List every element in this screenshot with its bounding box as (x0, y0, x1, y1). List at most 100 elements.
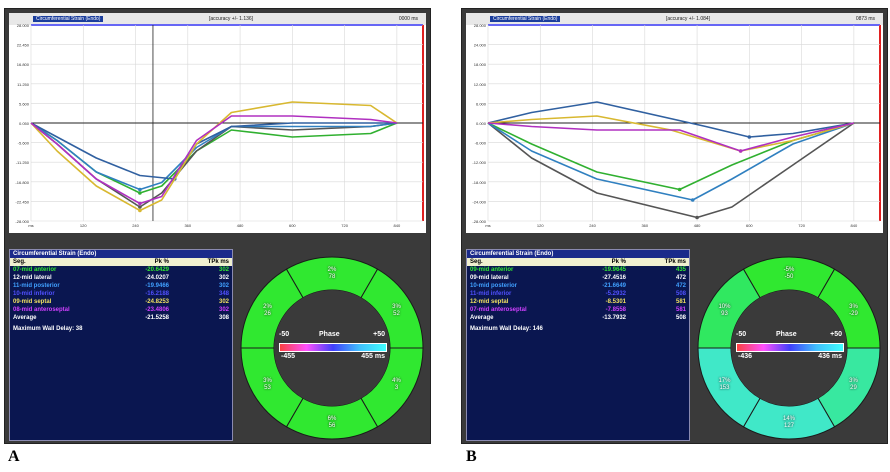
peak-strain: -24.8253 (145, 299, 169, 305)
y-tick-label: 6.000 (476, 101, 487, 106)
table-row: 10-mid inferior -16.2188 348 (10, 290, 232, 298)
peak-marker (690, 198, 695, 202)
peak-marker (677, 187, 682, 192)
table-row: 07-mid anteroseptal -7.8558 581 (467, 306, 689, 314)
y-tick-label: 11.250 (17, 82, 30, 87)
table-title: Circumferential Strain (Endo) (467, 250, 689, 258)
series-line (30, 122, 398, 194)
y-tick-label: 16.800 (17, 62, 30, 67)
y-tick-label: 0.050 (19, 121, 30, 126)
x-tick-label: ms (485, 223, 490, 228)
peak-marker (138, 191, 142, 195)
table-row: 09-mid septal -24.8253 302 (10, 298, 232, 306)
table-row: 10-mid posterior -21.6649 472 (467, 282, 689, 290)
peak-strain: -5.2932 (605, 291, 626, 297)
series-line (487, 101, 855, 138)
peak-strain: -19.9645 (602, 267, 626, 273)
phase-max: +50 (373, 331, 385, 338)
series-line (30, 115, 398, 205)
time-to-peak: 308 (218, 315, 229, 321)
col-seg: Seg. (470, 259, 483, 265)
peak-strain: -21.6649 (602, 283, 626, 289)
peak-marker (695, 215, 699, 220)
range-max: 436 ms (818, 353, 842, 360)
time-to-peak: 472 (675, 275, 686, 281)
y-tick-label: -24.000 (472, 199, 486, 204)
strain-chart: 28.000 24.000 18.000 12.000 6.000 0.000 -6.000… (466, 13, 883, 228)
x-tick-label: 480 (694, 223, 701, 228)
segment-ms: 29 (850, 385, 857, 392)
y-tick-label: -18.000 (472, 180, 486, 185)
table-row: 12-mid septal -8.5301 581 (467, 298, 689, 306)
segment-name: 11-mid posterior (13, 283, 60, 289)
table-row: 09-mid anterior -19.9645 435 (467, 266, 689, 274)
segment-name: 09-mid lateral (470, 275, 509, 281)
segment-label: 3% 52 (386, 304, 408, 318)
plot-accuracy: [accuracy +/- 1.084] (666, 16, 711, 22)
x-tick-label: 600 (289, 223, 296, 228)
segment-pct: 14% (782, 415, 795, 422)
peak-strain: -20.6429 (145, 267, 169, 273)
segment-pct: -5% (783, 266, 795, 273)
series-line (487, 122, 855, 219)
segment-label: 17% 153 (713, 378, 735, 392)
peak-marker (138, 187, 142, 192)
bullseye-map[interactable]: -5% -50 3% -29 3% 29 14% 127 17% 153 10% 93 -50 Pha… (696, 255, 882, 441)
table-row: 11-mid posterior -19.9466 302 (10, 282, 232, 290)
phase-colorbar (736, 343, 844, 352)
x-tick-label: 360 (641, 223, 648, 228)
plot-title: Circumferential Strain (Endo) (33, 16, 104, 22)
strain-plot[interactable]: 28.000 22.450 16.800 11.250 5.600 0.050 -5.600… (9, 13, 426, 233)
col-seg: Seg. (13, 259, 26, 265)
time-to-peak: 302 (218, 299, 229, 305)
segment-name: 12-mid lateral (13, 275, 52, 281)
col-tpk: TPk ms (664, 259, 686, 265)
time-to-peak: 348 (218, 291, 229, 297)
segment-label: 2% 26 (256, 304, 278, 318)
segment-name: 07-mid anterior (13, 267, 57, 273)
segment-label: 6% 56 (321, 416, 343, 430)
phase-min: -50 (736, 331, 747, 338)
segment-ms: -50 (784, 273, 794, 280)
peak-strain: -7.8558 (605, 307, 626, 313)
max-wall-delay: Maximum Wall Delay: 38 (13, 326, 83, 332)
time-to-peak: 581 (675, 299, 686, 305)
segment-name: 11-mid inferior (470, 291, 512, 297)
segment-label: 4% 3 (386, 378, 408, 392)
y-tick-label: -28.000 (472, 219, 486, 224)
segment-label: -5% -50 (778, 267, 800, 281)
y-tick-label: 28.000 (17, 23, 30, 28)
peak-marker (138, 208, 142, 213)
segment-name: 08-mid anteroseptal (13, 307, 70, 313)
x-tick-label: 240 (589, 223, 596, 228)
table-header: Seg. Pk % TPk ms (10, 258, 232, 266)
peak-marker (138, 201, 142, 206)
peak-marker (738, 149, 743, 153)
segment-name: Average (470, 315, 494, 321)
peak-strain: -21.5258 (145, 315, 169, 321)
x-tick-label: 240 (132, 223, 139, 228)
x-tick-label: 840 (394, 223, 401, 228)
segment-ms: 127 (783, 422, 794, 429)
segment-ms: 26 (264, 310, 271, 317)
segment-label: 14% 127 (778, 416, 800, 430)
strain-plot[interactable]: 28.000 24.000 18.000 12.000 6.000 0.000 -6.000… (466, 13, 883, 233)
time-to-peak: 581 (675, 307, 686, 313)
time-to-peak: 508 (675, 315, 686, 321)
plot-time: 0000 ms (398, 16, 418, 22)
plot-header-bar (9, 13, 426, 25)
table-title: Circumferential Strain (Endo) (10, 250, 232, 258)
series-line (487, 122, 855, 152)
table-row: Average -21.5258 308 (10, 314, 232, 322)
panel-a: 28.000 22.450 16.800 11.250 5.600 0.050 -5.600… (4, 8, 431, 444)
phase-min: -50 (279, 331, 290, 338)
bullseye-map[interactable]: 2% 78 3% 52 4% 3 6% 56 3% 53 2% 26 -50 Phase +50 -4… (239, 255, 425, 441)
segment-pct: 3% (849, 303, 858, 310)
table-row: 08-mid anteroseptal -23.4806 302 (10, 306, 232, 314)
segment-name: 10-mid inferior (13, 291, 55, 297)
segment-label: 3% 29 (843, 378, 865, 392)
segment-name: 09-mid septal (13, 299, 52, 305)
y-tick-label: 24.000 (474, 43, 487, 48)
segment-name: 12-mid septal (470, 299, 509, 305)
y-tick-label: 22.450 (17, 43, 30, 48)
